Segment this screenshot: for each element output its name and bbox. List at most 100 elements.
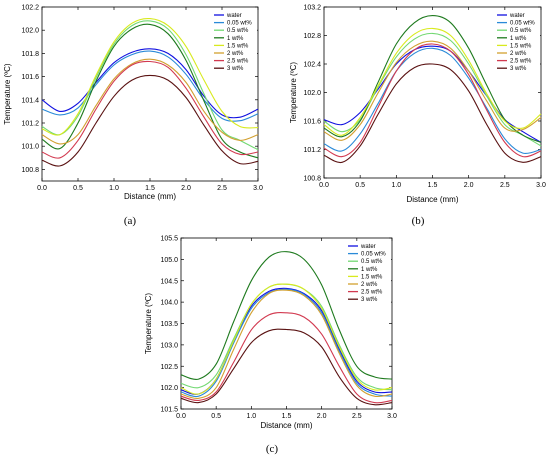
y-tick-label-a: 101.4 [21,97,39,104]
legend-label-c: 0.5 wt% [361,259,383,265]
y-tick-label-b: 102.4 [303,62,321,69]
panel-label-b: (b) [412,215,425,227]
y-tick-label-c: 105.5 [160,236,178,243]
y-tick-label-a: 100.8 [21,167,39,174]
y-tick-label-a: 101.6 [21,74,39,81]
legend-label-c: 2.5 wt% [361,290,383,296]
legend-label-a: 0.05 wt% [227,21,252,27]
legend-label-b: 2.5 wt% [510,59,532,65]
y-tick-label-c: 103.5 [160,321,178,328]
legend-label-a: 1.5 wt% [227,43,249,49]
legend-box [346,241,391,304]
legend-label-b: 0.05 wt% [510,21,535,27]
y-tick-label-a: 102.0 [21,28,39,35]
x-tick-label-b: 2.5 [500,182,510,189]
series-line-b-0-05-wt- [323,47,542,155]
legend-label-a: 3 wt% [227,66,244,72]
y-tick-label-a: 102.2 [21,5,39,12]
y-tick-label-b: 102.0 [303,90,321,97]
x-tick-label-c: 2.5 [352,413,362,420]
series-line-c-0-05-wt- [180,288,393,398]
y-tick-label-b: 102.8 [303,33,321,40]
legend-label-b: 2 wt% [510,51,527,57]
legend-label-c: 1.5 wt% [361,274,383,280]
series-line-a-2-5-wt- [41,60,259,159]
x-tick-label-a: 0.0 [37,185,47,192]
legend-label-b: 3 wt% [510,66,527,72]
x-tick-label-c: 1.5 [282,413,292,420]
series-line-a-3-wt- [41,74,259,167]
y-tick-label-c: 102.0 [160,385,178,392]
legend-label-c: 3 wt% [361,297,378,303]
x-tick-label-c: 2.0 [317,413,327,420]
y-axis-label-b: Temperature (ºC) [289,62,298,123]
series-line-a-1-5-wt- [41,17,259,136]
y-tick-label-b: 101.6 [303,119,321,126]
series-line-c-1-5-wt- [180,283,393,395]
x-tick-label-b: 2.0 [464,182,474,189]
series-line-c-2-5-wt- [180,312,393,404]
series-line-a-water [41,48,259,119]
series-line-c-3-wt- [180,328,393,406]
y-tick-label-c: 101.5 [160,407,178,414]
panel-b-chart: 0.0 0.5 1.0 1.5 2.0 2.5 3.0 100.8 101.2 101.6 102.… [289,5,546,205]
series-line-c-2-wt- [180,289,393,400]
series-line-b-2-5-wt- [323,43,542,158]
legend-label-c: 0.05 wt% [361,252,386,258]
y-tick-label-c: 105.0 [160,257,178,264]
series-line-b-2-wt- [323,40,542,141]
y-tick-label-c: 103.0 [160,342,178,349]
x-axis-label-b: Distance (mm) [406,195,458,204]
x-tick-label-b: 3.0 [536,182,546,189]
y-tick-label-b: 100.8 [303,176,321,183]
x-axis-label-c: Distance (mm) [260,421,312,430]
panel-label-c: (c) [266,443,279,455]
series-line-a-1-wt- [41,23,259,159]
legend-label-a: 0.5 wt% [227,28,249,34]
y-axis-label-a: Temperature (ºC) [3,63,12,124]
legend-box [212,10,257,73]
y-tick-label-a: 101.2 [21,121,39,128]
series-line-a-0-05-wt- [41,50,259,122]
series-line-a-2-wt- [41,58,259,145]
y-tick-label-b: 101.2 [303,147,321,154]
legend-label-a: water [226,13,242,19]
legend-label-b: water [509,13,525,19]
y-tick-label-c: 104.0 [160,300,178,307]
x-tick-label-c: 0.0 [176,413,186,420]
series-line-a-0-5-wt- [41,20,259,151]
x-tick-label-b: 1.5 [428,182,438,189]
legend-label-a: 2.5 wt% [227,59,249,65]
y-axis-label-c: Temperature (ºC) [144,293,153,354]
legend-label-a: 1 wt% [227,36,244,42]
legend-label-c: water [360,244,376,250]
y-tick-label-a: 101.0 [21,144,39,151]
series-line-b-1-5-wt- [323,27,542,136]
x-tick-label-b: 1.0 [391,182,401,189]
x-tick-label-a: 2.5 [217,185,227,192]
legend-label-a: 2 wt% [227,51,244,57]
y-tick-label-c: 102.5 [160,364,178,371]
x-tick-label-b: 0.5 [355,182,365,189]
legend-label-c: 1 wt% [361,267,378,273]
panel-a-chart: 0.0 0.5 1.0 1.5 2.0 2.5 3.0 100.8 101.0 101.2 101.… [3,5,263,202]
series-line-b-0-5-wt- [323,32,542,147]
x-tick-label-a: 1.5 [145,185,155,192]
legend-label-b: 1 wt% [510,36,527,42]
legend-label-b: 0.5 wt% [510,28,532,34]
x-axis-label-a: Distance (mm) [124,192,176,201]
series-line-c-1-wt- [180,251,393,381]
panel-label-a: (a) [124,215,137,227]
x-tick-label-a: 1.0 [109,185,119,192]
x-tick-label-c: 0.5 [211,413,221,420]
x-tick-label-c: 1.0 [246,413,256,420]
y-tick-label-a: 101.8 [21,51,39,58]
series-line-b-3-wt- [323,63,542,164]
y-tick-label-c: 104.5 [160,278,178,285]
legend-box [495,10,540,73]
x-tick-label-a: 2.0 [181,185,191,192]
legend-label-c: 2 wt% [361,282,378,288]
panel-c-chart: 0.0 0.5 1.0 1.5 2.0 2.5 3.0 101.5 102.0 102.5 103.… [144,236,397,431]
x-tick-label-a: 0.5 [73,185,83,192]
